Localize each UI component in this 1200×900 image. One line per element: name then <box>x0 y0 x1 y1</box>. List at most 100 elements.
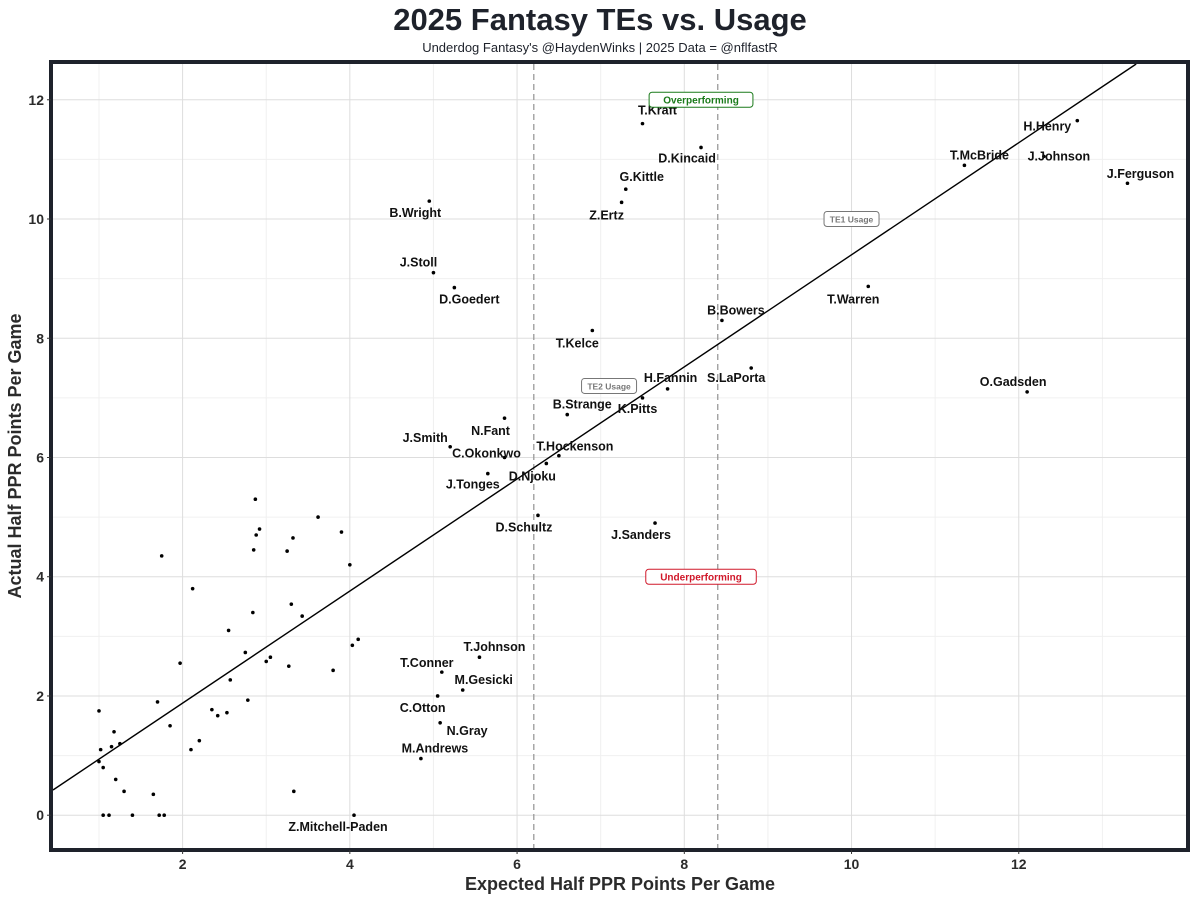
data-point <box>331 668 335 673</box>
data-point <box>243 650 248 655</box>
data-point <box>107 813 111 818</box>
y-tick-label: 10 <box>28 211 44 227</box>
data-point <box>1025 390 1029 394</box>
data-point <box>640 121 645 126</box>
point-label: D.Goedert <box>439 293 500 307</box>
data-point <box>427 199 432 203</box>
data-point <box>440 670 444 674</box>
data-point <box>291 536 295 540</box>
y-tick-label: 12 <box>28 92 44 108</box>
data-point <box>619 200 624 205</box>
y-axis-title: Actual Half PPR Points Per Game <box>5 313 25 598</box>
annotation-label: TE2 Usage <box>587 382 631 392</box>
point-label: D.Njoku <box>509 469 556 483</box>
data-point <box>257 527 262 531</box>
data-point <box>151 792 156 797</box>
x-axis-title: Expected Half PPR Points Per Game <box>465 874 775 894</box>
data-point <box>352 813 356 818</box>
chart-title: 2025 Fantasy TEs vs. Usage <box>393 2 807 37</box>
data-point <box>101 813 105 818</box>
point-label: T.Warren <box>827 292 879 306</box>
point-label: J.Smith <box>403 431 448 445</box>
data-point <box>640 396 645 400</box>
axis-ticks: 2 4 6 8 10 12 0 2 4 6 8 10 12 <box>28 92 1026 872</box>
data-point <box>866 284 871 289</box>
point-label: C.Otton <box>400 701 446 715</box>
data-point <box>431 270 436 275</box>
data-point <box>502 416 507 420</box>
data-point <box>97 759 101 764</box>
y-tick-label: 6 <box>36 449 44 465</box>
data-point <box>101 765 105 770</box>
annotation-label: TE1 Usage <box>830 215 874 225</box>
data-point <box>251 610 255 615</box>
data-point <box>122 789 126 794</box>
x-tick-label: 2 <box>179 856 187 872</box>
data-point <box>653 521 657 525</box>
annotations: Overperforming Underperforming TE1 Usage TE… <box>581 91 880 585</box>
data-point <box>155 700 160 704</box>
data-point <box>536 513 540 518</box>
x-tick-label: 10 <box>844 856 860 872</box>
data-point <box>113 777 118 782</box>
data-point <box>254 533 258 537</box>
point-label: H.Fannin <box>644 371 697 385</box>
data-point <box>286 664 291 668</box>
annotation-box <box>823 211 880 228</box>
data-point <box>448 444 452 449</box>
data-point <box>210 707 214 712</box>
data-point <box>1075 118 1080 123</box>
point-label: T.Hockenson <box>536 440 613 454</box>
point-label: J.Ferguson <box>1107 167 1174 181</box>
annotation-box <box>645 568 757 585</box>
point-label: G.Kittle <box>620 170 664 184</box>
point-label: J.Sanders <box>611 528 671 542</box>
point-label: C.Okonkwo <box>452 446 521 460</box>
data-point <box>348 563 352 567</box>
data-point <box>749 366 753 370</box>
plot-frame <box>49 60 1190 852</box>
data-point <box>1042 154 1046 159</box>
data-point <box>350 643 355 648</box>
point-label: B.Strange <box>553 398 612 412</box>
point-label: T.McBride <box>950 148 1009 162</box>
data-point <box>215 713 220 718</box>
data-point <box>225 710 229 715</box>
data-point <box>228 678 233 682</box>
data-point <box>178 661 182 665</box>
data-point <box>590 328 595 333</box>
chart-subtitle: Underdog Fantasy's @HaydenWinks | 2025 D… <box>422 40 778 55</box>
point-label: B.Wright <box>389 206 442 220</box>
data-point <box>268 655 273 660</box>
data-point <box>189 747 193 752</box>
data-point <box>118 741 122 746</box>
data-point <box>486 471 490 476</box>
annotation-label: Underperforming <box>660 572 742 583</box>
y-tick-label: 4 <box>36 569 44 585</box>
point-label: T.Conner <box>400 656 454 670</box>
data-point <box>316 515 320 519</box>
data-point <box>557 453 561 458</box>
x-tick-label: 12 <box>1011 856 1027 872</box>
data-point <box>460 688 465 692</box>
y-tick-label: 2 <box>36 688 44 704</box>
data-point <box>190 586 195 591</box>
data-point <box>197 738 202 743</box>
x-tick-label: 8 <box>680 856 688 872</box>
y-tick-label: 0 <box>36 807 44 823</box>
data-point <box>162 813 167 818</box>
point-label: Z.Ertz <box>589 208 624 222</box>
data-point <box>419 756 423 761</box>
data-point <box>565 412 570 417</box>
data-point <box>623 187 628 192</box>
point-label: K.Pitts <box>618 402 658 416</box>
point-label: M.Gesicki <box>455 673 513 687</box>
data-point <box>300 614 304 618</box>
annotation-label: Overperforming <box>663 95 739 106</box>
point-label: S.LaPorta <box>707 371 766 385</box>
grid-lines <box>53 64 1186 848</box>
data-point <box>226 628 231 633</box>
data-point <box>285 549 289 553</box>
point-label: B.Bowers <box>707 303 765 317</box>
